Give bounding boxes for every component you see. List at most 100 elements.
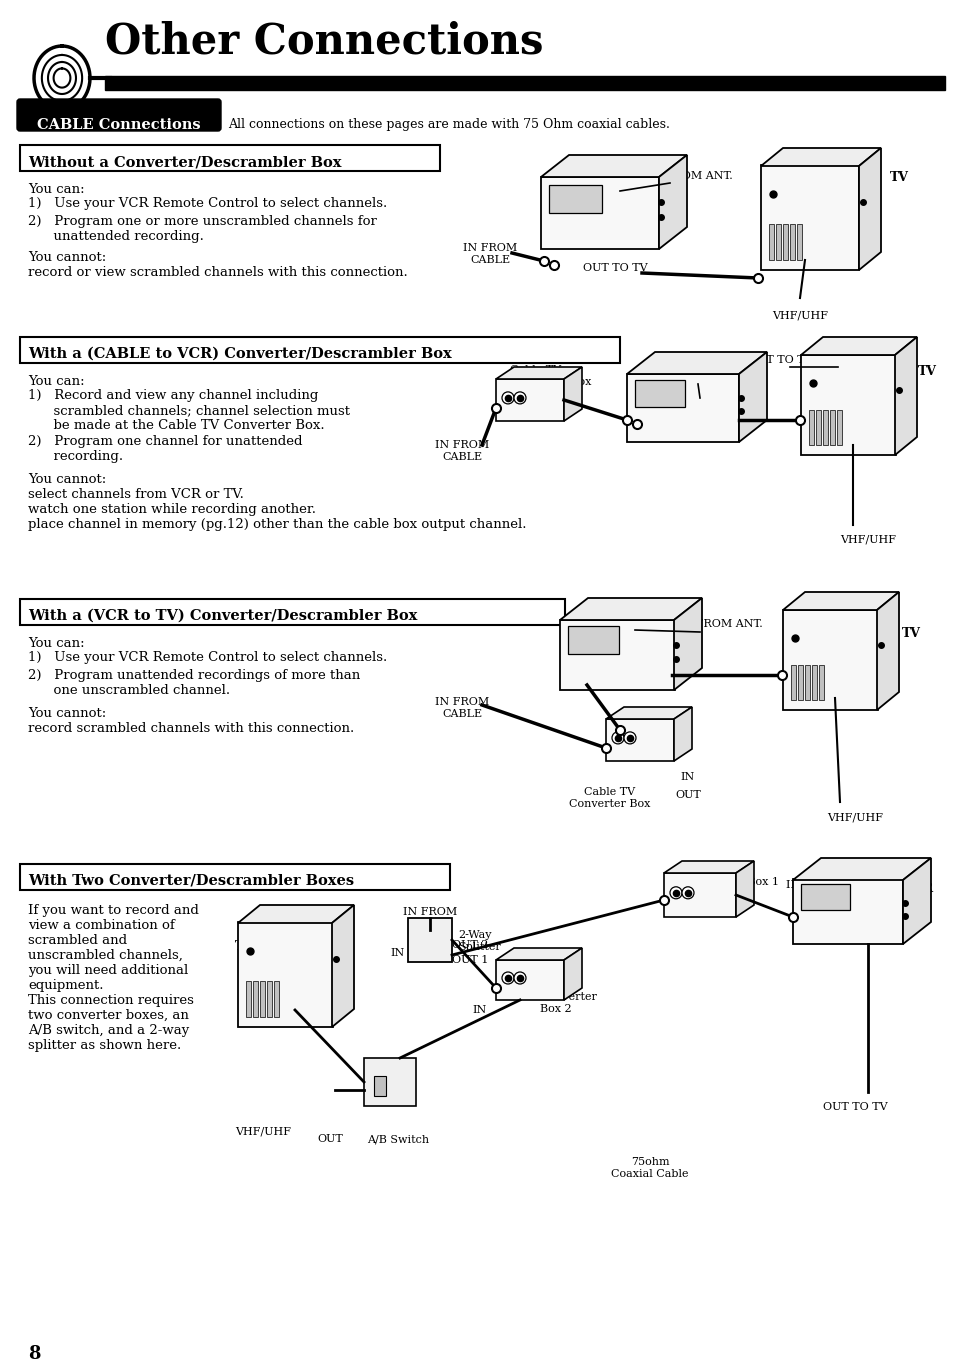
Bar <box>804 666 809 700</box>
Polygon shape <box>496 948 581 960</box>
Bar <box>20 863 450 889</box>
Text: 1)   Use your VCR Remote Control to select channels.: 1) Use your VCR Remote Control to select… <box>28 651 387 664</box>
Text: VCR: VCR <box>670 423 700 436</box>
Polygon shape <box>673 597 701 690</box>
Polygon shape <box>735 861 753 917</box>
Text: 2)   Program one channel for unattended
      recording.: 2) Program one channel for unattended re… <box>28 435 302 462</box>
Text: IN FROM
CABLE: IN FROM CABLE <box>462 243 517 265</box>
Bar <box>408 918 452 962</box>
Bar <box>822 411 827 445</box>
Bar <box>20 599 564 625</box>
Bar <box>789 224 794 261</box>
Polygon shape <box>237 904 354 923</box>
Text: 2)   Program unattended recordings of more than
      one unscrambled channel.: 2) Program unattended recordings of more… <box>28 668 360 697</box>
Text: Cable TV
Converter Box: Cable TV Converter Box <box>510 366 591 386</box>
Text: With Two Converter/Descrambler Boxes: With Two Converter/Descrambler Boxes <box>28 874 354 888</box>
Polygon shape <box>760 149 880 166</box>
Circle shape <box>612 732 623 743</box>
Polygon shape <box>858 149 880 270</box>
Text: IN FROM ANT.: IN FROM ANT. <box>677 385 761 396</box>
Bar <box>775 224 781 261</box>
Text: Converter
Box 2: Converter Box 2 <box>539 992 597 1013</box>
Bar <box>796 224 801 261</box>
Text: You cannot:
record scrambled channels with this connection.: You cannot: record scrambled channels wi… <box>28 707 354 735</box>
Text: VCR: VCR <box>586 627 617 640</box>
Bar <box>797 666 802 700</box>
Bar <box>760 165 858 270</box>
Text: IN FROM ANT.: IN FROM ANT. <box>785 880 869 889</box>
Circle shape <box>501 391 514 404</box>
Polygon shape <box>563 948 581 1000</box>
Text: Other Connections: Other Connections <box>105 20 543 61</box>
Polygon shape <box>673 707 691 761</box>
Text: A/B Switch: A/B Switch <box>367 1133 429 1144</box>
Text: OUT: OUT <box>316 1133 342 1144</box>
Bar <box>790 666 795 700</box>
Text: Cable TV
Converter Box: Cable TV Converter Box <box>569 787 650 809</box>
Bar <box>605 719 673 761</box>
Text: You can:: You can: <box>28 637 85 651</box>
Bar <box>818 666 823 700</box>
Bar <box>20 337 619 363</box>
Circle shape <box>501 973 514 983</box>
Text: If you want to record and
view a combination of
scrambled and
unscrambled channe: If you want to record and view a combina… <box>28 904 198 1052</box>
Bar <box>836 411 841 445</box>
Polygon shape <box>782 592 898 610</box>
Polygon shape <box>894 337 916 456</box>
Circle shape <box>681 887 693 899</box>
Polygon shape <box>792 858 930 880</box>
Circle shape <box>669 887 681 899</box>
Bar <box>246 981 251 1018</box>
Text: With a (VCR to TV) Converter/Descrambler Box: With a (VCR to TV) Converter/Descrambler… <box>28 608 417 623</box>
Text: You cannot:
record or view scrambled channels with this connection.: You cannot: record or view scrambled cha… <box>28 251 407 280</box>
Bar <box>496 379 563 421</box>
Polygon shape <box>496 367 581 379</box>
Bar <box>20 145 439 170</box>
Text: OUT 2: OUT 2 <box>452 940 488 949</box>
Text: IN: IN <box>473 1005 487 1015</box>
Bar <box>567 626 618 653</box>
Text: You cannot:
select channels from VCR or TV.
watch one station while recording an: You cannot: select channels from VCR or … <box>28 473 526 531</box>
Text: 1)   Record and view any channel including
      scrambled channels; channel sel: 1) Record and view any channel including… <box>28 389 350 432</box>
Polygon shape <box>663 861 753 873</box>
Bar <box>626 374 739 442</box>
Polygon shape <box>739 352 766 442</box>
Bar <box>260 981 265 1018</box>
Text: VHF/UHF: VHF/UHF <box>840 535 895 546</box>
Text: TV: TV <box>234 940 253 953</box>
Text: VCR: VCR <box>902 883 932 895</box>
Bar <box>663 873 735 917</box>
Bar <box>253 981 257 1018</box>
Bar <box>105 76 944 90</box>
Bar <box>267 981 272 1018</box>
Bar <box>768 224 773 261</box>
Text: Without a Converter/Descrambler Box: Without a Converter/Descrambler Box <box>28 155 341 169</box>
Text: IN FROM
CABLE: IN FROM CABLE <box>435 441 489 461</box>
Bar <box>801 884 849 910</box>
Text: IN FROM
CABLE: IN FROM CABLE <box>435 697 489 719</box>
Circle shape <box>514 391 525 404</box>
Text: IN: IN <box>391 948 405 958</box>
Bar <box>374 1076 386 1097</box>
Bar <box>559 621 675 690</box>
Text: VHF/UHF: VHF/UHF <box>826 812 882 822</box>
Text: IN: IN <box>680 772 695 782</box>
Bar <box>274 981 278 1018</box>
Bar <box>782 224 787 261</box>
Polygon shape <box>332 904 354 1027</box>
Bar <box>792 878 902 944</box>
Bar <box>815 411 821 445</box>
Text: IN FROM ANT.: IN FROM ANT. <box>677 619 761 629</box>
Polygon shape <box>659 155 686 250</box>
Text: OUT TO TV: OUT TO TV <box>821 1102 886 1112</box>
Text: 2)   Program one or more unscrambled channels for
      unattended recording.: 2) Program one or more unscrambled chann… <box>28 216 376 243</box>
Bar <box>496 960 563 1000</box>
Polygon shape <box>902 858 930 944</box>
Bar <box>540 177 659 250</box>
Text: OUT: OUT <box>675 790 700 801</box>
Text: OUT TO TV: OUT TO TV <box>582 263 647 273</box>
Text: TV: TV <box>889 170 908 184</box>
Circle shape <box>514 973 525 983</box>
Polygon shape <box>876 592 898 711</box>
Text: IN FROM
CABLE: IN FROM CABLE <box>402 907 456 929</box>
